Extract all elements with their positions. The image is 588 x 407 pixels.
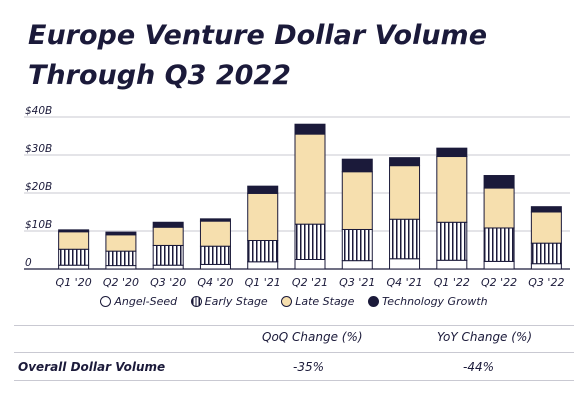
y-tick-label: $10B [25,219,52,231]
label-layer: $40B $30B $20B $10B 0 Q1 '20 Q2 '20 Q3 '20 Q4 '2… [25,105,564,289]
yoy-value: -44% [463,360,495,374]
table-bottom-rule [14,380,574,381]
bar-segment-late-stage [247,192,279,242]
stacked-bar-chart: $40B $30B $20B $10B 0 Q1 '20 Q2 '20 Q3 '20 Q4 '2… [24,105,570,289]
bar-segment-late-stage [105,234,137,252]
y-tick-label: $20B [25,181,52,193]
chart-title: Europe Venture Dollar Volume Through Q3 … [28,20,487,91]
y-tick-label: $40B [25,105,52,117]
chart-legend: Angel-Seed Early Stage Late Stage Techno… [0,294,588,308]
legend-item-late-stage: Late Stage [281,295,354,308]
bar-segment-early-stage [530,242,562,265]
bar-segment-early-stage [58,248,90,266]
bar-segment-late-stage [389,165,421,220]
x-tick-label: Q3 '21 [339,276,375,289]
bar-segment-late-stage [436,156,468,223]
bar-segment-early-stage [294,223,326,261]
bar-segment-early-stage [341,228,373,262]
qoq-header: QoQ Change (%) [262,330,363,344]
bar-segment-angel-seed [483,260,515,270]
bar-segment-angel-seed [530,263,562,270]
bar-segment-technology-growth [294,123,326,135]
bar-segment-early-stage [199,245,231,265]
x-tick-label: Q1 '21 [245,276,281,289]
x-tick-label: Q2 '21 [292,276,328,289]
technology-growth-swatch-icon [367,295,379,307]
bar-segment-angel-seed [341,260,373,270]
yoy-header: YoY Change (%) [437,330,533,344]
bar-segment-late-stage [294,133,326,225]
x-tick-label: Q2 '22 [481,276,517,289]
x-tick-label: Q4 '21 [386,276,422,289]
bar-segment-angel-seed [436,259,468,270]
x-tick-label: Q3 '22 [528,276,564,289]
bar-segment-late-stage [483,187,515,229]
bar-segment-early-stage [105,250,137,267]
early-stage-swatch-icon [190,295,202,307]
angel-seed-swatch-icon [100,295,112,307]
bar-segment-technology-growth [247,185,279,194]
bar-segment-early-stage [152,244,184,266]
bar-segment-technology-growth [389,157,421,167]
bar-segment-angel-seed [58,264,90,270]
legend-item-technology-growth: Technology Growth [367,294,488,308]
qoq-value: -35% [293,360,325,374]
bar-segment-technology-growth [341,158,373,173]
x-tick-label: Q2 '20 [103,276,139,289]
y-tick-label: $30B [25,143,52,155]
bar-segment-technology-growth [483,175,515,189]
bar-segment-early-stage [247,240,279,263]
legend-item-early-stage: Early Stage [190,294,268,308]
bar-segment-angel-seed [199,263,231,270]
row-label: Overall Dollar Volume [18,360,166,374]
bar-segment-angel-seed [105,265,137,270]
x-tick-label: Q3 '20 [150,276,186,289]
bar-segment-technology-growth [436,147,468,158]
table-top-rule [14,325,574,326]
bar-segment-technology-growth [105,231,137,236]
bar-segment-late-stage [152,226,184,246]
bar-segment-technology-growth [58,229,90,233]
x-tick-label: Q1 '22 [434,276,470,289]
bar-segment-angel-seed [152,264,184,270]
bar-segment-late-stage [530,211,562,244]
legend-label: Angel-Seed [114,294,178,308]
bar-segment-angel-seed [389,258,421,270]
bar-segment-early-stage [483,227,515,262]
bar-layer [58,123,562,270]
bar-segment-early-stage [436,221,468,261]
table-header-rule [14,352,574,353]
late-stage-swatch-icon [281,295,293,307]
legend-label: Late Stage [295,294,355,308]
legend-label: Technology Growth [381,294,488,308]
bar-segment-early-stage [389,218,421,260]
bar-segment-technology-growth [152,221,184,228]
bar-segment-angel-seed [294,259,326,270]
legend-item-angel-seed: Angel-Seed [100,295,177,308]
bar-segment-late-stage [199,220,231,247]
y-tick-label: 0 [25,257,32,269]
bar-segment-technology-growth [199,218,231,222]
x-tick-label: Q4 '20 [197,276,233,289]
legend-label: Early Stage [204,294,268,308]
bar-segment-late-stage [58,231,90,250]
bar-segment-technology-growth [530,206,562,213]
x-tick-label: Q1 '20 [56,276,92,289]
bar-segment-late-stage [341,171,373,230]
bar-segment-angel-seed [247,261,279,270]
